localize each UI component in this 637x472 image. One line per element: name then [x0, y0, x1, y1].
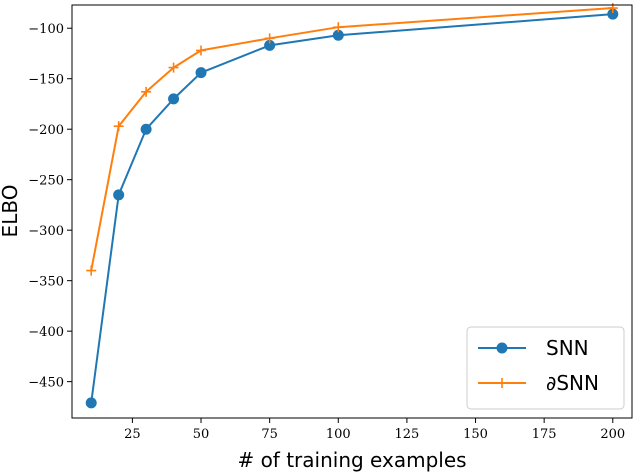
y-tick-label: −350: [28, 275, 64, 290]
x-tick-label: 200: [600, 427, 625, 442]
series-line-dsnn: [90, 7, 613, 271]
dsnn-data-point: [168, 62, 179, 73]
x-tick-label: 75: [261, 427, 278, 442]
dsnn-data-point: [196, 45, 207, 56]
snn-data-point: [264, 39, 276, 51]
dsnn-data-point: [264, 33, 275, 44]
legend-dsnn-marker: [497, 378, 507, 388]
y-tick-label: −200: [28, 123, 64, 138]
legend-snn-marker: [496, 342, 508, 354]
y-tick-label: −250: [28, 174, 64, 189]
snn-data-point: [113, 189, 125, 201]
snn-data-point: [195, 67, 207, 79]
snn-data-point: [332, 29, 344, 41]
x-tick-label: 100: [326, 427, 351, 442]
dsnn-data-point: [333, 22, 344, 33]
dsnn-data-point: [86, 265, 97, 276]
y-tick-label: −450: [28, 376, 64, 391]
x-tick-label: 150: [463, 427, 488, 442]
x-tick-label: 25: [124, 427, 141, 442]
y-tick-label: −400: [28, 325, 64, 340]
x-tick-label: 125: [394, 427, 419, 442]
snn-data-point: [168, 93, 180, 105]
x-axis-ticks: 25 50 75 100 125 150 175 200: [124, 418, 625, 442]
x-axis-label: # of training examples: [237, 448, 466, 472]
y-axis-ticks: −450 −400 −350 −300 −250 −200 −150 −100: [28, 22, 72, 391]
snn-data-point: [140, 123, 152, 135]
y-tick-label: −300: [28, 224, 64, 239]
snn-data-point: [607, 8, 619, 20]
snn-data-point: [85, 397, 97, 409]
plot-frame: [71, 4, 633, 419]
y-axis-label: ELBO: [0, 185, 22, 238]
x-tick-label: 175: [532, 427, 557, 442]
series-layer: [85, 3, 619, 409]
legend: SNN ∂SNN: [466, 326, 625, 410]
y-tick-label: −100: [28, 22, 64, 37]
y-tick-label: −150: [28, 73, 64, 88]
dsnn-data-point: [113, 121, 124, 132]
legend-dsnn-label: ∂SNN: [546, 371, 599, 395]
legend-snn-label: SNN: [546, 336, 589, 360]
dsnn-data-point: [141, 86, 152, 97]
x-tick-label: 50: [193, 427, 210, 442]
series-line-snn: [90, 13, 613, 404]
